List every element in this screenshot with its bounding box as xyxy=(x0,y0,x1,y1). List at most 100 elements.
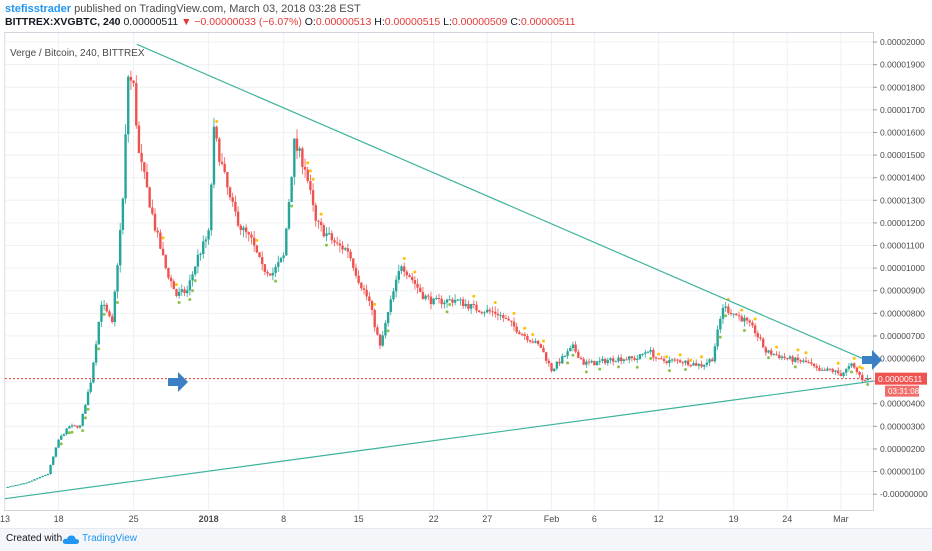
candle-body xyxy=(392,291,395,300)
candle-body xyxy=(561,356,564,364)
signal-dot xyxy=(306,161,310,165)
candle-body xyxy=(346,248,350,252)
candle-body xyxy=(550,363,553,372)
tradingview-brand[interactable]: TradingView xyxy=(82,533,138,544)
author-link[interactable]: stefisstrader xyxy=(5,3,72,15)
candle-body xyxy=(826,368,829,371)
candle-body xyxy=(619,357,623,362)
candle-body xyxy=(327,233,331,235)
candle-body xyxy=(408,275,411,278)
signal-dot xyxy=(767,356,771,360)
y-tick-label: 0.00001200 xyxy=(880,218,925,228)
candle-body xyxy=(778,355,781,358)
candle-body xyxy=(338,243,342,246)
candle-body xyxy=(807,362,810,364)
signal-dot xyxy=(193,279,197,283)
candle-body xyxy=(362,288,366,290)
candle-body xyxy=(341,245,344,250)
candle-body xyxy=(732,313,735,315)
chart-pane[interactable] xyxy=(4,32,874,511)
candle-body xyxy=(386,312,390,324)
candle-body xyxy=(153,213,157,231)
candle-body xyxy=(555,361,559,369)
candle-body xyxy=(855,367,859,373)
signal-dot xyxy=(493,301,497,305)
candle-body xyxy=(480,312,484,314)
candle-body xyxy=(413,279,417,284)
candle-body xyxy=(416,283,419,288)
price-chart[interactable]: 0.00002000 0.00001900 0.00001800 0.00001700… xyxy=(0,0,932,528)
candle-body xyxy=(477,310,481,313)
candle-body xyxy=(14,485,17,487)
signal-dot xyxy=(83,416,87,420)
candle-body xyxy=(644,352,647,354)
trendline xyxy=(136,43,874,364)
candle-body xyxy=(333,240,336,243)
candle-body xyxy=(394,279,398,292)
candle-body xyxy=(558,361,561,364)
candle-body xyxy=(518,332,521,335)
candle-body xyxy=(716,329,719,347)
candle-body xyxy=(250,234,253,238)
candle-body xyxy=(861,375,864,381)
candle-body xyxy=(113,291,117,323)
signal-dot xyxy=(804,351,808,355)
candle-body xyxy=(745,317,749,321)
candle-body xyxy=(788,356,792,359)
candle-body xyxy=(70,425,74,427)
candle-body xyxy=(319,221,323,226)
signal-dot xyxy=(448,303,452,307)
candle-body xyxy=(681,362,684,364)
candle-body xyxy=(662,358,666,362)
candle-body xyxy=(475,304,478,311)
candle-body xyxy=(772,354,776,356)
x-tick-label: 27 xyxy=(482,514,492,524)
candle-body xyxy=(290,176,293,203)
candle-body xyxy=(335,242,339,244)
candle-body xyxy=(252,237,256,246)
symbol-label[interactable]: BITTREX:XVGBTC, 240 xyxy=(5,16,121,28)
candle-body xyxy=(571,344,575,349)
candle-body xyxy=(73,425,76,427)
signal-dot xyxy=(852,356,856,360)
candle-body xyxy=(705,362,709,365)
candle-body xyxy=(172,281,175,290)
candle-body xyxy=(440,298,443,305)
candle-body xyxy=(202,241,205,255)
candle-body xyxy=(483,312,486,314)
candle-body xyxy=(432,298,435,305)
candle-body xyxy=(703,364,706,367)
candle-body xyxy=(552,368,556,372)
candle-body xyxy=(421,292,425,299)
candle-body xyxy=(400,266,403,272)
candle-body xyxy=(330,233,334,241)
arrow-right-icon xyxy=(168,372,188,392)
candle-body xyxy=(700,364,703,367)
candle-body xyxy=(753,325,757,334)
candle-body xyxy=(796,357,800,361)
candle-body xyxy=(30,480,33,482)
candle-body xyxy=(255,245,259,253)
candle-body xyxy=(11,485,15,487)
y-tick-label: 0.00000300 xyxy=(880,421,925,431)
signal-dot xyxy=(67,431,71,435)
candle-body xyxy=(279,257,283,263)
candle-body xyxy=(78,425,82,428)
signal-dot xyxy=(616,365,620,369)
candle-body xyxy=(17,484,20,486)
candle-body xyxy=(448,299,451,301)
trendline xyxy=(4,380,874,500)
signal-dot xyxy=(308,169,312,173)
candle-body xyxy=(499,315,502,317)
candle-body xyxy=(815,366,818,368)
x-tick-label: 2018 xyxy=(199,514,219,524)
signal-dot xyxy=(86,407,90,411)
candle-body xyxy=(274,266,277,273)
price-badge xyxy=(875,372,927,385)
candle-body xyxy=(536,340,540,345)
x-tick-label: 15 xyxy=(354,514,364,524)
y-tick-label: 0.00001500 xyxy=(880,150,925,160)
candle-body xyxy=(317,220,320,222)
candle-body xyxy=(322,225,326,237)
candle-body xyxy=(89,382,92,392)
